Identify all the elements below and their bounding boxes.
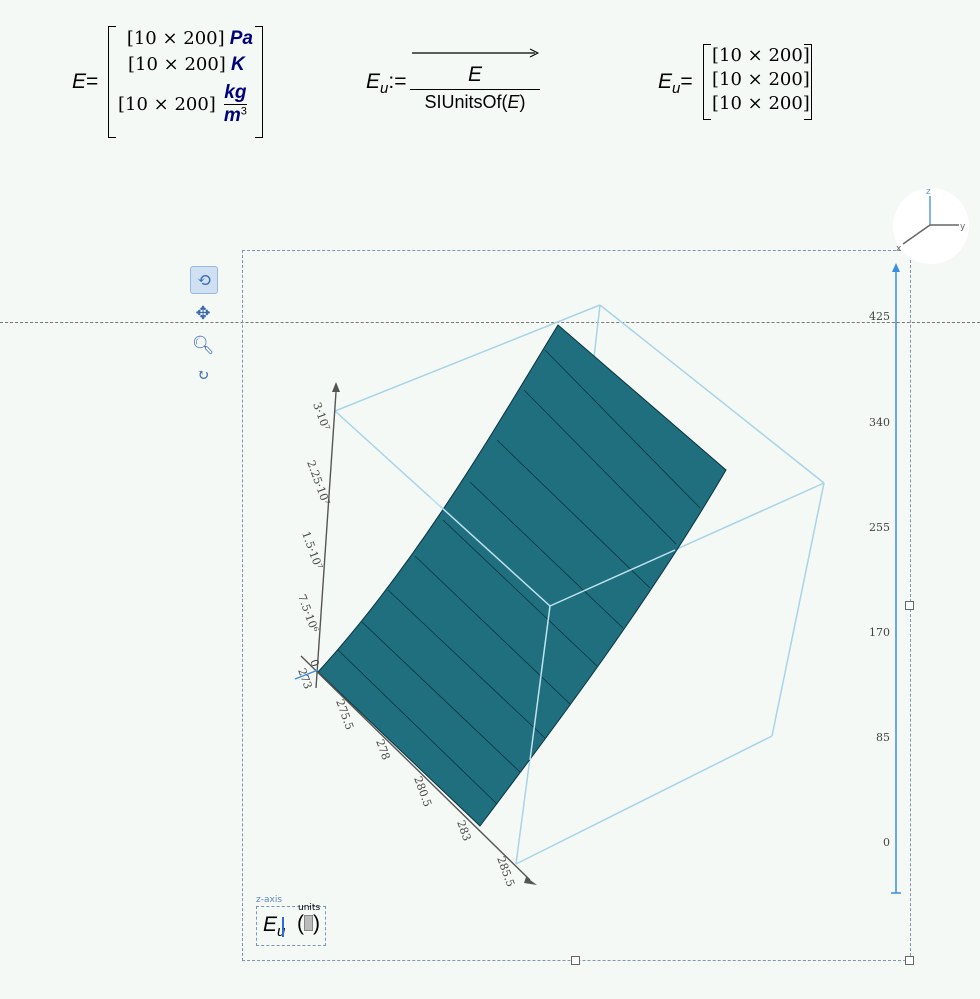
x-tick: 273 (295, 667, 314, 691)
eq1-lhs: E= (72, 70, 99, 93)
svg-text:z: z (926, 188, 931, 197)
eq3-matrix[interactable]: [10 × 200] [10 × 200] [10 × 200] (712, 45, 810, 114)
y-tick: 1.5·10⁷ (299, 530, 325, 572)
z-tick: 0 (883, 836, 890, 849)
y-tick: 3·10⁷ (310, 401, 332, 433)
z-axis-label: z-axis (256, 895, 283, 905)
resize-handle-bottom[interactable] (571, 956, 580, 965)
x-tick: 278 (373, 738, 392, 762)
eq3-lhs: Eu= (658, 70, 693, 98)
eq2-vectorize[interactable]: E SIUnitsOf(E) (410, 44, 540, 113)
surface[interactable] (317, 324, 727, 827)
pan-icon[interactable]: ✥ (195, 302, 211, 324)
svg-text:y: y (960, 222, 966, 232)
z-tick: 255 (869, 521, 890, 534)
y-tick: 2.25·10⁷ (304, 459, 332, 508)
zoom-icon[interactable]: 🔍︎ (191, 334, 215, 356)
x-tick: 285.5 (494, 855, 517, 889)
bounding-box-front (429, 496, 676, 761)
z-tick: 170 (869, 626, 890, 639)
text-cursor (282, 917, 284, 937)
y-tick: 7.5·10⁶ (295, 593, 321, 635)
eq1-matrix[interactable]: [10 × 200] Pa [10 × 200] K [10 × 200] kg… (118, 28, 253, 126)
resize-handle-corner[interactable] (905, 956, 914, 965)
axes (294, 391, 531, 881)
z-tick: 425 (869, 310, 890, 323)
page-break-line (0, 322, 980, 323)
axes-triad-icon: z y x (896, 187, 966, 254)
z-axis-expression[interactable]: Eu units () (256, 903, 326, 946)
surface-mesh-lines (337, 349, 701, 805)
vectorize-arrow-icon (412, 48, 540, 58)
z-tick: 340 (869, 416, 890, 429)
svg-text:x: x (896, 244, 902, 254)
eq2-lhs: Eu:= (366, 70, 407, 98)
units-placeholder[interactable]: () (297, 912, 320, 935)
x-axis-arrow-icon (524, 877, 537, 885)
resize-handle-right[interactable] (905, 601, 914, 610)
z-axis-arrow-icon (892, 263, 900, 272)
y-axis-arrow-icon (332, 382, 340, 392)
rotate-icon[interactable]: ⟲ (190, 266, 218, 294)
reset-icon[interactable]: ↻ (196, 366, 210, 384)
z-tick: 85 (876, 731, 890, 744)
plot-toolbar: ⟲ ✥ 🔍︎ ↻ (190, 266, 218, 388)
y-tick: 0 (307, 658, 322, 669)
orientation-widget[interactable]: z y x (893, 187, 969, 264)
